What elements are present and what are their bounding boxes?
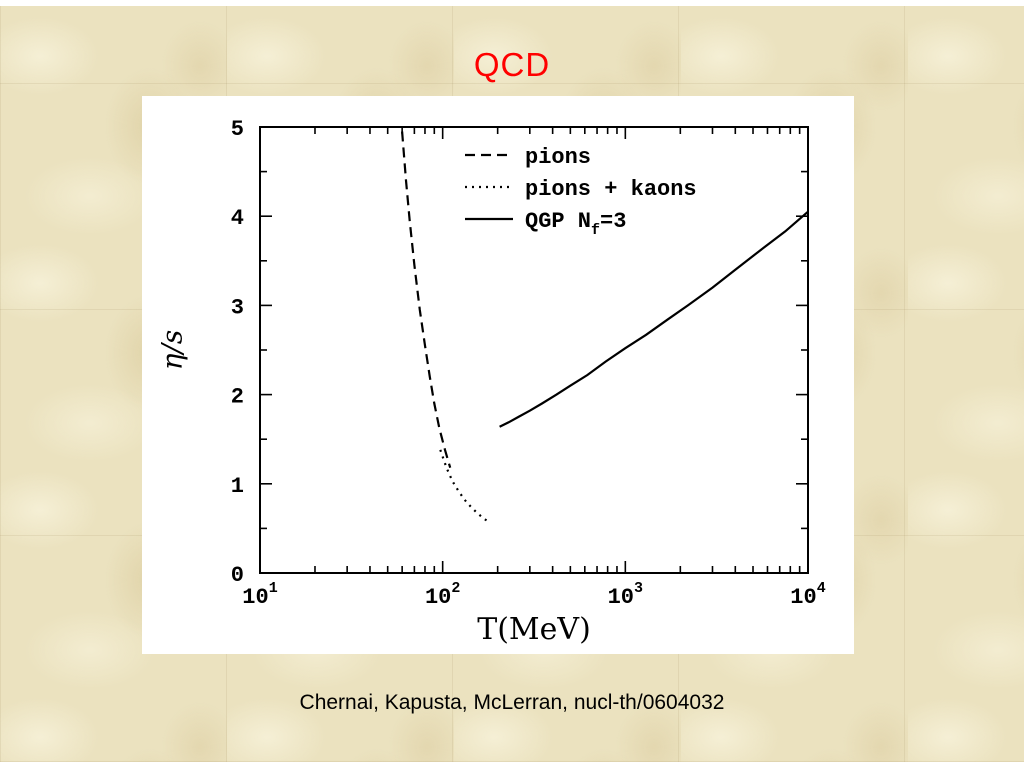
x-axis-label: T(MeV): [477, 612, 591, 647]
series-qgp-n-f-3: [499, 210, 809, 428]
y-tick-label: 5: [231, 117, 244, 142]
legend-label: QGP Nf=3: [525, 209, 626, 239]
y-tick-label: 4: [231, 206, 244, 231]
legend-item: pions: [465, 145, 591, 170]
y-axis-label: η/s: [155, 329, 189, 371]
legend-label: pions + kaons: [525, 177, 697, 202]
y-tick-label: 3: [231, 295, 244, 320]
y-tick-label: 2: [231, 385, 244, 410]
series-pions-kaons: [439, 449, 490, 524]
y-tick-label: 0: [231, 563, 244, 588]
curves: [401, 131, 809, 524]
legend-label: pions: [525, 145, 591, 170]
y-tick-label: 1: [231, 474, 244, 499]
axis-ticks: [259, 126, 809, 574]
slide-title: QCD: [473, 46, 551, 83]
x-tick-label: 104: [790, 580, 825, 610]
x-tick-label: 102: [425, 580, 460, 610]
series-pions: [401, 131, 452, 469]
legend: pions pions + kaons QGP Nf=3: [465, 145, 697, 239]
legend-item: pions + kaons: [465, 177, 697, 202]
x-tick-label: 101: [242, 580, 277, 610]
legend-item: QGP Nf=3: [465, 209, 626, 239]
citation: Chernai, Kapusta, McLerran, nucl-th/0604…: [299, 691, 725, 714]
qcd-plot: 101 102 103 104 0 1 2 3 4 5 pions pions + kaons QGP …: [231, 117, 826, 610]
slide: QCD 101 102 103 104 0 1 2 3 4 5 pions pions + kaons…: [0, 6, 1024, 762]
x-tick-label: 103: [608, 580, 643, 610]
figure-panel: 101 102 103 104 0 1 2 3 4 5 pions pions + kaons QGP …: [142, 96, 854, 654]
